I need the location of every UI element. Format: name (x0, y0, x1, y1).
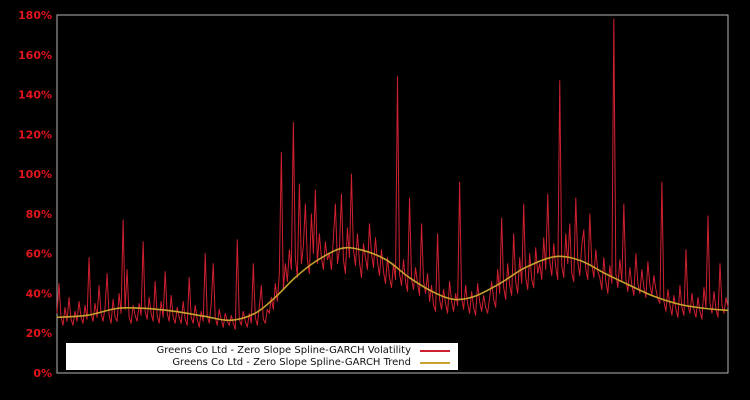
y-tick-label: 100% (18, 168, 52, 181)
trend-series-line (56, 246, 729, 322)
volatility-series-line (56, 18, 729, 330)
legend: Greens Co Ltd - Zero Slope Spline-GARCH … (66, 343, 458, 370)
plot-border (56, 14, 729, 374)
y-tick-label: 140% (18, 89, 52, 102)
y-tick-label: 160% (18, 49, 52, 62)
legend-item-volatility: Greens Co Ltd - Zero Slope Spline-GARCH … (70, 345, 454, 357)
trend-line-swatch-icon (420, 361, 450, 364)
volatility-line-swatch-icon (420, 349, 450, 352)
y-tick-label: 20% (26, 327, 52, 340)
legend-label-trend: Greens Co Ltd - Zero Slope Spline-GARCH … (172, 356, 411, 368)
y-tick-label: 180% (18, 9, 52, 22)
y-tick-label: 120% (18, 128, 52, 141)
y-tick-label: 0% (33, 367, 52, 380)
y-tick-label: 40% (26, 287, 52, 300)
legend-label-volatility: Greens Co Ltd - Zero Slope Spline-GARCH … (156, 344, 412, 356)
y-tick-label: 80% (26, 208, 52, 221)
y-tick-label: 60% (26, 248, 52, 261)
legend-item-trend: Greens Co Ltd - Zero Slope Spline-GARCH … (70, 357, 454, 369)
